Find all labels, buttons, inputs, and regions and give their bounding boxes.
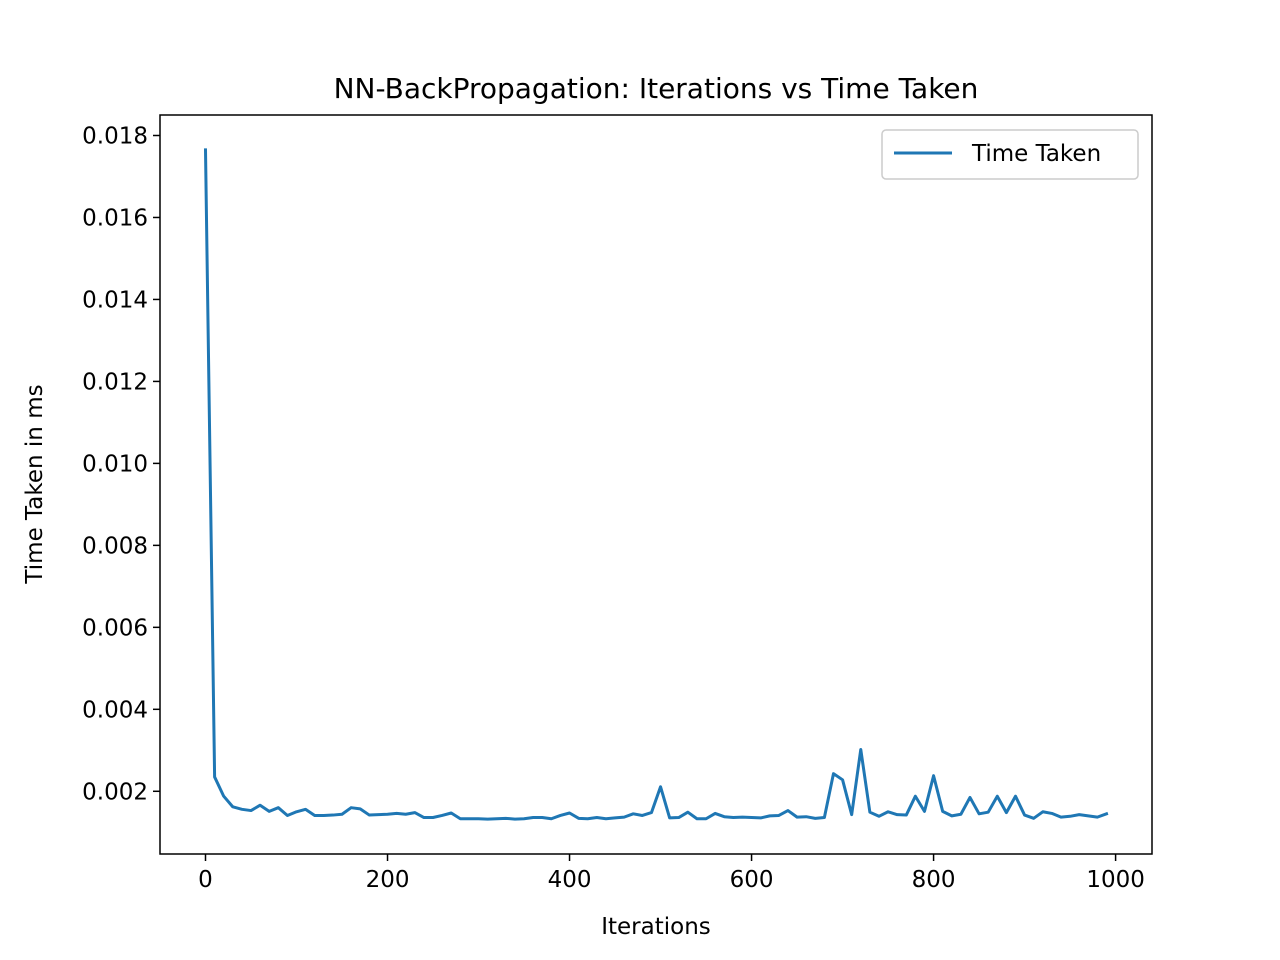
y-tick-label: 0.012 (82, 369, 148, 395)
y-tick-label: 0.016 (82, 205, 148, 231)
y-axis-title: Time Taken in ms (22, 384, 48, 584)
y-tick-label: 0.008 (82, 533, 148, 559)
y-tick-label: 0.014 (82, 287, 148, 313)
x-axis-title: Iterations (601, 914, 711, 940)
x-tick-label: 200 (366, 867, 410, 893)
series-line-0 (203, 148, 1109, 821)
x-tick-label: 1000 (1086, 867, 1145, 893)
y-tick-label: 0.002 (82, 779, 148, 805)
y-tick-label: 0.004 (82, 697, 148, 723)
plot-area (203, 148, 1109, 821)
x-tick-label: 600 (730, 867, 774, 893)
y-tick-label: 0.018 (82, 123, 148, 149)
legend-label-time-taken: Time Taken (971, 141, 1101, 167)
legend-box (881, 129, 1139, 180)
x-axis: 0 200 400 600 800 1000 (198, 854, 1145, 893)
y-axis: 0.002 0.004 0.006 0.008 0.010 0.012 0.014 0.016… (82, 123, 160, 805)
y-tick-label: 0.010 (82, 451, 148, 477)
x-tick-label: 400 (548, 867, 592, 893)
chart-title: NN-BackPropagation: Iterations vs Time T… (334, 72, 979, 105)
x-tick-label: 800 (912, 867, 956, 893)
plot-frame (159, 114, 1153, 855)
y-tick-label: 0.006 (82, 615, 148, 641)
legend: Time Taken (881, 129, 1139, 180)
x-tick-label: 0 (198, 867, 213, 893)
